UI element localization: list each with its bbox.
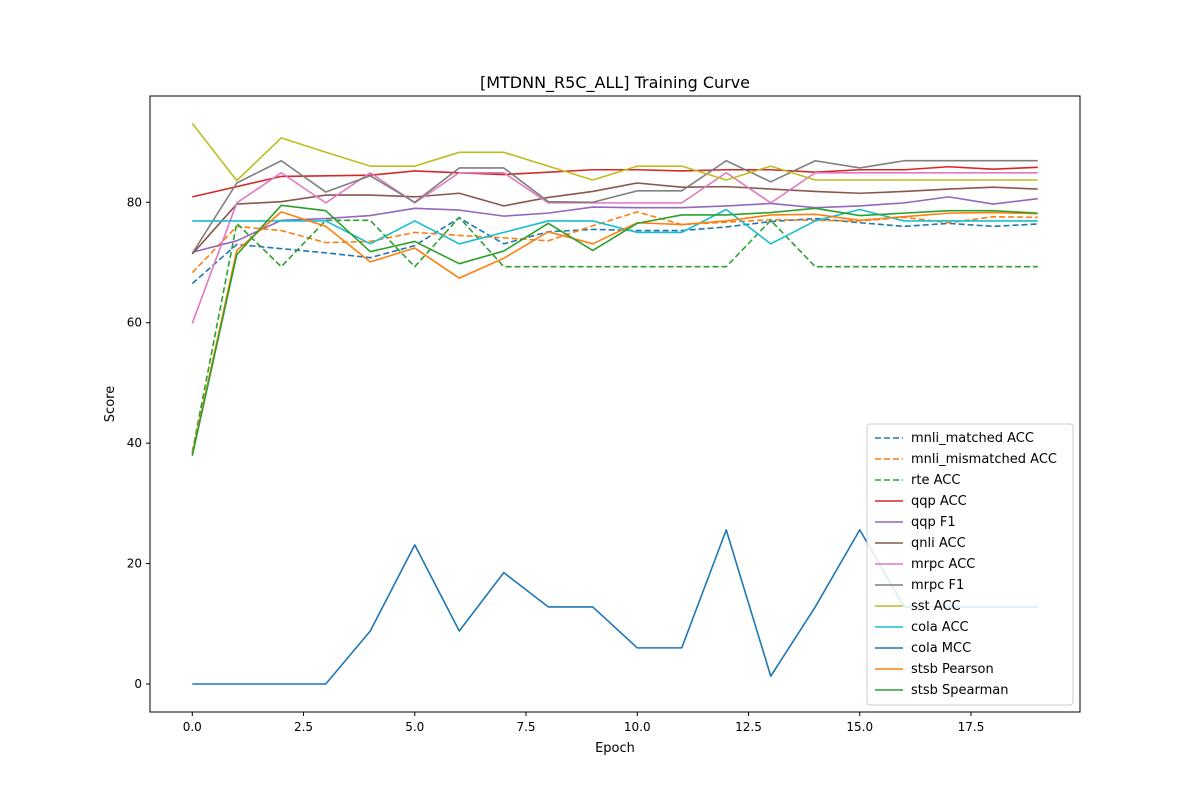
y-tick-label-4: 80 [127, 195, 142, 209]
legend-box [866, 423, 1074, 706]
series-line-11 [191, 211, 1038, 455]
legend-label-8: sst ACC [911, 599, 961, 614]
x-tick-label-5: 12.5 [735, 720, 762, 734]
y-tick-label-1: 20 [127, 557, 142, 571]
y-tick-label-0: 0 [134, 677, 142, 691]
series-line-7 [191, 159, 1038, 254]
series-line-8 [191, 122, 1038, 182]
legend-label-10: cola MCC [911, 641, 971, 656]
y-axis: 0 20 40 60 80 [127, 195, 150, 691]
series-line-2 [191, 216, 1038, 453]
legend-label-5: qnli ACC [911, 536, 966, 551]
axes-frame [149, 95, 1081, 713]
x-tick-label-6: 15.0 [846, 720, 873, 734]
series-line-6 [191, 171, 1038, 324]
y-tick-label-3: 60 [127, 316, 142, 330]
x-tick-label-2: 5.0 [405, 720, 424, 734]
legend-label-2: rte ACC [911, 473, 960, 488]
series-line-12 [191, 204, 1038, 456]
x-axis: 0.0 2.5 5.0 7.5 10.0 12.5 15.0 17.5 [183, 712, 985, 734]
legend-label-7: mrpc F1 [911, 578, 964, 593]
x-tick-label-0: 0.0 [183, 720, 202, 734]
legend-label-1: mnli_mismatched ACC [911, 452, 1057, 467]
series-line-5 [191, 182, 1038, 255]
legend-label-12: stsb Spearman [911, 683, 1008, 698]
y-axis-label: Score [103, 386, 118, 422]
y-tick-label-2: 40 [127, 436, 142, 450]
x-axis-label: Epoch [595, 741, 635, 756]
series-line-9 [192, 208, 1038, 245]
legend-label-3: qqp ACC [911, 494, 967, 509]
series-line-3 [192, 165, 1038, 198]
legend-label-6: mrpc ACC [911, 557, 975, 572]
x-tick-label-7: 17.5 [958, 720, 985, 734]
x-tick-label-4: 10.0 [624, 720, 651, 734]
x-tick-label-1: 2.5 [294, 720, 313, 734]
legend: mnli_matched ACC mnli_mismatched ACC rte A… [866, 423, 1074, 706]
legend-label-4: qqp F1 [911, 515, 956, 530]
chart-title: [MTDNN_R5C_ALL] Training Curve [480, 73, 750, 93]
legend-label-9: cola ACC [911, 620, 969, 635]
x-tick-label-3: 7.5 [516, 720, 535, 734]
legend-label-0: mnli_matched ACC [911, 431, 1034, 446]
legend-label-11: stsb Pearson [911, 662, 994, 677]
series-line-0 [191, 217, 1038, 285]
